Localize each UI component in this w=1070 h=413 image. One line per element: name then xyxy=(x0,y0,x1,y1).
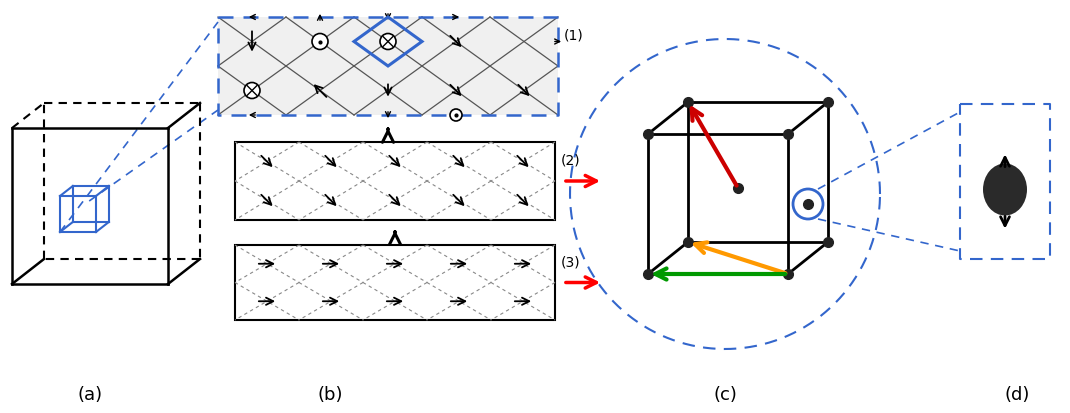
Polygon shape xyxy=(235,245,555,320)
Circle shape xyxy=(312,34,328,50)
Circle shape xyxy=(380,34,396,50)
Text: (a): (a) xyxy=(77,385,103,403)
Polygon shape xyxy=(218,18,557,116)
Text: (2): (2) xyxy=(561,153,581,166)
Text: (1): (1) xyxy=(564,28,584,42)
Circle shape xyxy=(244,83,260,99)
Ellipse shape xyxy=(983,164,1027,216)
Polygon shape xyxy=(235,142,555,221)
Text: (b): (b) xyxy=(317,385,342,403)
Text: (c): (c) xyxy=(713,385,737,403)
Text: (d): (d) xyxy=(1005,385,1029,403)
Circle shape xyxy=(450,110,462,122)
Text: (3): (3) xyxy=(561,255,581,269)
